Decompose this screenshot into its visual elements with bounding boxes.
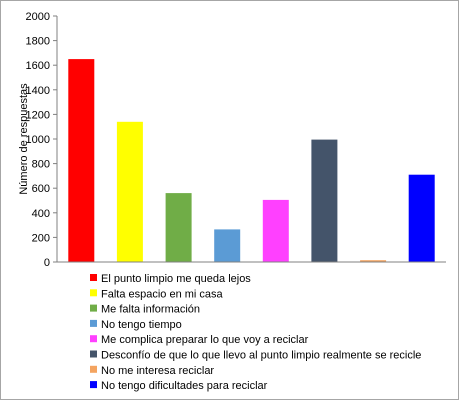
y-tick-label: 200 — [32, 232, 50, 244]
legend-swatch-6 — [90, 350, 97, 358]
legend-label-2: Falta espacio en mi casa — [101, 288, 224, 300]
legend-swatch-8 — [90, 381, 97, 389]
y-tick-label: 2000 — [26, 11, 50, 23]
legend-label-5: Me complica preparar lo que voy a recicl… — [101, 334, 309, 346]
legend-label-4: No tengo tiempo — [101, 319, 182, 331]
y-tick-label: 1600 — [26, 60, 50, 72]
y-tick-label: 1800 — [26, 36, 50, 48]
legend-label-7: No me interesa reciclar — [101, 365, 214, 377]
legend-swatch-4 — [90, 319, 97, 327]
y-tick-label: 0 — [44, 257, 50, 269]
y-tick-label: 800 — [32, 159, 50, 171]
y-tick-label: 400 — [32, 208, 50, 220]
bar-3 — [165, 193, 192, 262]
legend-label-8: No tengo dificultades para reciclar — [101, 380, 268, 392]
y-tick-label: 1200 — [26, 109, 50, 121]
y-tick-label: 1400 — [26, 85, 50, 97]
bar-5 — [262, 199, 289, 262]
y-axis-title: Número de respuestas — [18, 83, 30, 195]
bar-8 — [408, 174, 435, 262]
bar-2 — [116, 121, 143, 262]
y-tick-label: 1000 — [26, 134, 50, 146]
legend-swatch-5 — [90, 335, 97, 343]
legend-swatch-3 — [90, 304, 97, 312]
bars — [68, 59, 435, 262]
y-axis: 0 200 400 600 800 1000 1200 1400 1600 1800 2000 — [26, 11, 58, 269]
y-tick-label: 600 — [32, 183, 50, 195]
legend-swatch-2 — [90, 289, 97, 297]
bar-7 — [360, 260, 387, 262]
bar-4 — [214, 229, 241, 262]
bar-6 — [311, 139, 338, 262]
legend-label-6: Desconfío de que lo que llevo al punto l… — [101, 350, 421, 362]
legend: El punto limpio me queda lejos Falta espa… — [90, 273, 421, 392]
bar-1 — [68, 59, 95, 262]
legend-label-1: El punto limpio me queda lejos — [101, 273, 251, 285]
legend-swatch-1 — [90, 274, 97, 281]
legend-swatch-7 — [90, 365, 97, 373]
legend-label-3: Me falta información — [101, 304, 200, 316]
